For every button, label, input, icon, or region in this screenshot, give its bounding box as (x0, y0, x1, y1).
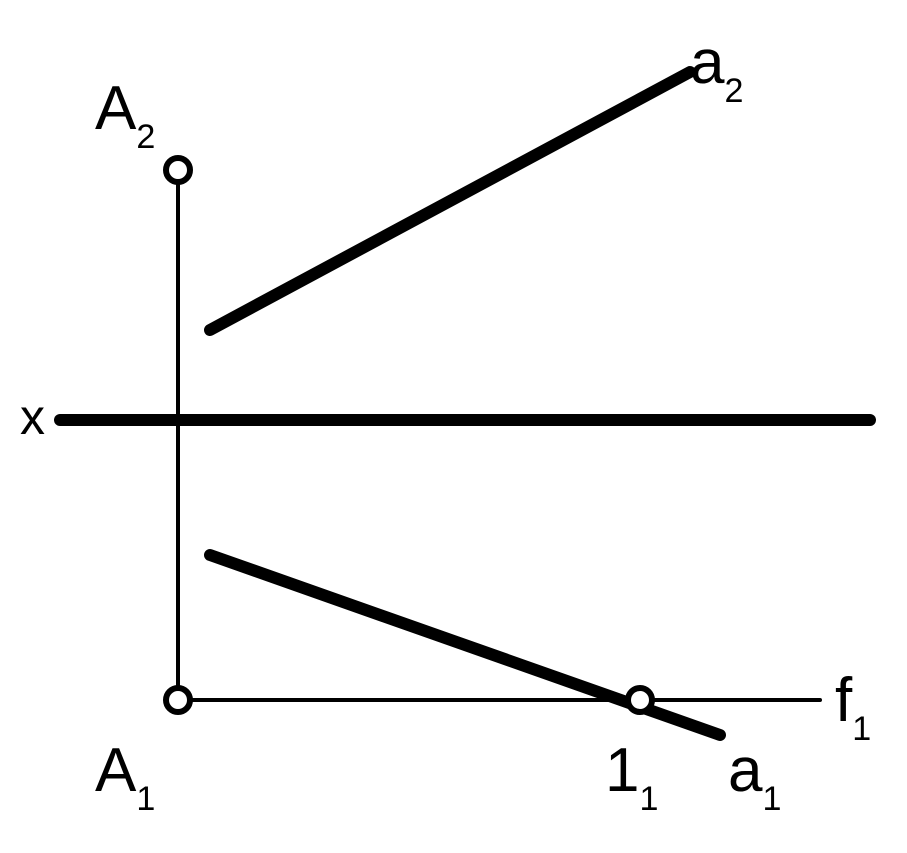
label-A1-text: A (95, 736, 136, 805)
label-f1: f1 (835, 670, 871, 740)
label-a2-sub: 2 (724, 72, 743, 110)
label-x: x (20, 392, 45, 450)
label-a2: a2 (690, 32, 743, 102)
label-A1: A1 (95, 740, 155, 810)
point-A2 (166, 158, 190, 182)
label-a2-text: a (690, 28, 724, 97)
label-f1-sub: 1 (852, 710, 871, 748)
line-a2 (210, 72, 690, 330)
label-A2: A2 (95, 78, 155, 148)
label-a1: a1 (728, 740, 781, 810)
label-A1-sub: 1 (136, 780, 155, 818)
label-x-text: x (20, 389, 45, 445)
label-one1-text: 1 (605, 736, 639, 805)
label-f1-text: f (835, 666, 852, 735)
diagram-stage: A2 a2 x A1 11 a1 f1 (0, 0, 907, 853)
label-A2-sub: 2 (136, 118, 155, 156)
point-1-1 (628, 688, 652, 712)
label-one1: 11 (605, 740, 658, 810)
label-a1-sub: 1 (762, 780, 781, 818)
label-one1-sub: 1 (639, 780, 658, 818)
label-A2-text: A (95, 74, 136, 143)
label-a1-text: a (728, 736, 762, 805)
point-A1 (166, 688, 190, 712)
